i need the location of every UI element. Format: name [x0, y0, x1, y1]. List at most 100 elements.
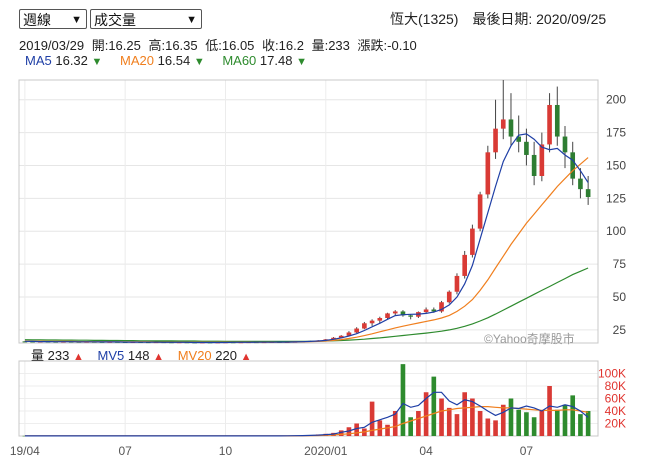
volume-bar [392, 411, 398, 436]
ma60-legend: MA60 17.48 ▼ [222, 53, 307, 68]
volume-bar [508, 398, 514, 436]
candle-body [385, 313, 390, 319]
candle-body [377, 318, 383, 321]
mv-lines [24, 391, 589, 437]
ma20-line [24, 157, 589, 343]
candle-body [400, 311, 406, 316]
ma5-legend: MA5 16.32 ▼ [25, 53, 103, 68]
candle-body [539, 144, 545, 176]
volume-bar [423, 392, 429, 436]
candle-body [500, 119, 506, 129]
volume-bar [570, 395, 576, 436]
volume-tick-label: 100K [598, 367, 626, 381]
candle-body [446, 291, 452, 303]
candle-body [354, 328, 359, 333]
up-arrow-icon: ▲ [153, 351, 165, 363]
candle-body [346, 332, 352, 336]
volume-bar [454, 414, 460, 436]
volume-bar [338, 430, 344, 436]
ohlc-close: 收:16.2 [262, 38, 304, 53]
chevron-down-icon: ▼ [186, 14, 197, 26]
ohlc-date: 2019/03/29 [19, 38, 85, 53]
candle-body [408, 315, 413, 317]
volume-bar [516, 409, 522, 436]
volume-bar [477, 411, 483, 436]
down-arrow-icon: ▼ [91, 56, 103, 68]
volume-legend: 量 233 ▲ MV5 148 ▲ MV20 220 ▲ [31, 345, 262, 364]
x-tick-label: 04 [419, 444, 433, 458]
mv5-line [24, 391, 589, 437]
x-tick-label: 2020/01 [304, 444, 348, 458]
ma-legend: MA5 16.32 ▼ MA20 16.54 ▼ MA60 17.48 ▼ [25, 53, 321, 68]
volume-bar [539, 411, 545, 436]
x-tick-label: 07 [520, 444, 534, 458]
volume-bar [493, 420, 498, 436]
up-arrow-icon: ▲ [240, 351, 252, 363]
candle-body [439, 302, 444, 312]
volume-bar [346, 427, 352, 436]
volume-bar [369, 401, 375, 436]
volume-bar [354, 423, 359, 436]
volume-tick-label: 60K [605, 392, 626, 406]
candle-body [470, 228, 475, 255]
period-select[interactable]: 週線 ▼ [19, 9, 87, 29]
volume-tick-label: 40K [605, 404, 626, 418]
volume-bar [531, 417, 537, 436]
x-tick-label: 10 [219, 444, 233, 458]
stock-name: 恆大(1325) [390, 11, 459, 27]
candle-body [454, 275, 460, 292]
candle-body [578, 178, 583, 190]
x-tick-label: 07 [118, 444, 132, 458]
candlestick-series [22, 80, 591, 344]
candle-body [338, 335, 344, 338]
down-arrow-icon: ▼ [296, 56, 307, 68]
candle-body [570, 152, 576, 179]
down-arrow-icon: ▼ [193, 56, 205, 68]
volume-tick-label: 80K [605, 379, 626, 393]
volume-bar [431, 376, 437, 436]
candle-body [524, 141, 529, 155]
volume-bar [385, 424, 390, 436]
volume-bar [500, 404, 506, 436]
volume-bar [377, 420, 383, 436]
volume-bar [462, 392, 467, 436]
price-tick-label: 200 [606, 93, 626, 107]
ohlc-readout: 2019/03/29 開:16.25 高:16.35 低:16.05 收:16.… [19, 35, 421, 54]
ohlc-open: 開:16.25 [91, 38, 141, 53]
volume-bar [524, 412, 529, 436]
price-tick-label: 100 [606, 224, 626, 238]
candle-body [477, 194, 483, 229]
ohlc-low: 低:16.05 [205, 38, 255, 53]
volume-bar [562, 404, 568, 436]
volume-bar [22, 435, 28, 437]
price-axis-ticks: 25 50 75 100 125 150 175 200 [606, 93, 626, 337]
candle-body [516, 136, 522, 142]
candle-body [485, 152, 491, 195]
candle-body [369, 320, 375, 324]
stock-header: 恆大(1325) 最後日期: 2020/09/25 [390, 9, 606, 29]
period-select-value: 週線 [23, 12, 51, 28]
candle-body [362, 323, 367, 329]
candle-body [22, 341, 28, 343]
indicator-select-value: 成交量 [94, 12, 136, 28]
volume-bar [578, 414, 583, 436]
volume-bar [439, 398, 444, 436]
price-grid [19, 80, 598, 343]
price-tick-label: 175 [606, 126, 626, 140]
ohlc-volume: 量:233 [311, 38, 350, 53]
ohlc-change: 漲跌:-0.10 [357, 38, 417, 53]
price-tick-label: 75 [613, 257, 627, 271]
indicator-select[interactable]: 成交量 ▼ [90, 9, 202, 29]
candle-body [508, 119, 514, 137]
volume-bars [22, 364, 591, 437]
volume-tick-label: 20K [605, 417, 626, 431]
vol-legend: 量 233 ▲ [31, 348, 84, 363]
up-arrow-icon: ▲ [72, 351, 84, 363]
volume-bar [485, 418, 491, 436]
price-panel-frame [18, 79, 599, 344]
price-tick-label: 150 [606, 158, 626, 172]
candle-body [462, 254, 467, 276]
candle-body [585, 189, 591, 198]
volume-bar [408, 417, 413, 436]
